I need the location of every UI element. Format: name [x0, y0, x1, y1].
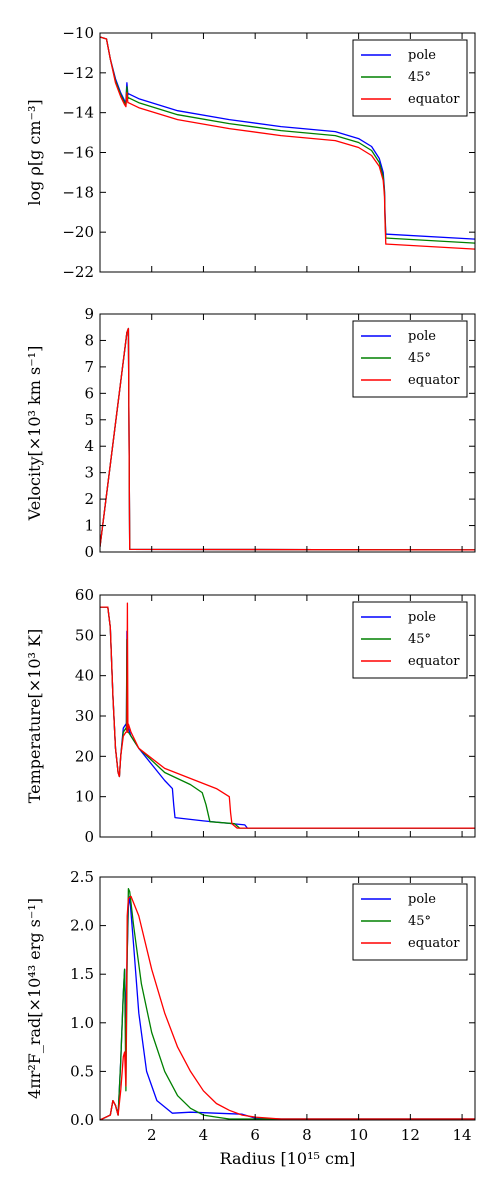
velocity-ytick-label: 6	[84, 384, 94, 402]
luminosity-ytick-label: 2.0	[70, 917, 94, 935]
luminosity-legend-label-1: 45°	[408, 914, 431, 929]
temperature-series-group	[100, 602, 475, 829]
velocity-ytick-label: 4	[84, 437, 94, 455]
luminosity-ytick-label: 0.0	[70, 1111, 94, 1129]
luminosity-series-2	[100, 895, 475, 1120]
luminosity-legend-box	[352, 883, 468, 961]
density-ytick-label: −20	[62, 223, 94, 241]
temperature-ytick-label: 20	[75, 747, 94, 765]
temperature-ytick-label: 50	[75, 626, 94, 644]
luminosity-ytick-label: 0.5	[70, 1062, 94, 1080]
velocity-ytick-label: 9	[84, 305, 94, 323]
velocity-ytick-label: 3	[84, 464, 94, 482]
velocity-series-group	[100, 327, 475, 551]
temperature-legend-label-1: 45°	[408, 632, 431, 647]
density-legend: pole 45° equator	[352, 39, 468, 117]
luminosity-ytick-label: 1.0	[70, 1014, 94, 1032]
velocity-ytick-label: 5	[84, 411, 94, 429]
luminosity-series-group	[100, 888, 475, 1120]
luminosity-xtick-label: 6	[250, 1126, 260, 1144]
density-legend-label-1: 45°	[408, 70, 431, 85]
luminosity-legend-label-0: pole	[408, 892, 436, 907]
density-ytick-label: −18	[62, 183, 94, 201]
velocity-ytick-label: 2	[84, 490, 94, 508]
velocity-ylabel: Velocity[×10³ km s⁻¹]	[25, 346, 44, 522]
velocity-series-2	[100, 327, 475, 551]
luminosity-xtick-label: 8	[302, 1126, 312, 1144]
temperature-ytick-label: 0	[84, 828, 94, 846]
luminosity-xtick-label: 4	[199, 1126, 209, 1144]
density-legend-box	[352, 39, 468, 117]
density-ytick-label: −16	[62, 144, 94, 162]
velocity-legend-box	[352, 320, 468, 398]
luminosity-xtick-label: 12	[401, 1126, 420, 1144]
luminosity-ytick-label: 1.5	[70, 965, 94, 983]
density-series-2	[100, 36, 475, 250]
luminosity-xlabel: Radius [10¹⁵ cm]	[220, 1149, 356, 1168]
temperature-legend: pole 45° equator	[352, 601, 468, 679]
luminosity-ytick-label: 2.5	[70, 868, 94, 886]
density-legend-label-0: pole	[408, 48, 436, 63]
velocity-ytick-label: 8	[84, 331, 94, 349]
velocity-legend-label-0: pole	[408, 329, 436, 344]
luminosity-legend-label-2: equator	[408, 936, 460, 951]
temperature-series-2	[100, 602, 475, 829]
temperature-legend-label-2: equator	[408, 654, 460, 669]
temperature-ytick-label: 10	[75, 788, 94, 806]
velocity-legend-label-1: 45°	[408, 351, 431, 366]
panel-temperature: 0 10 20 30 40 50 60 Temperature[×10³ K] pole 45° e…	[25, 586, 476, 846]
velocity-ytick-label: 0	[84, 543, 94, 561]
luminosity-xtick-label: 14	[453, 1126, 472, 1144]
temperature-legend-label-0: pole	[408, 610, 436, 625]
panel-luminosity: 2 4 6 8 10 12 14 0.0 0.5 1.0 1.5 2.0 2.5 4πr²F_rad[×1…	[25, 868, 476, 1168]
density-series-group	[100, 36, 475, 250]
luminosity-xtick-label: 2	[147, 1126, 157, 1144]
density-ytick-label: −22	[62, 263, 94, 281]
density-ytick-label: −12	[62, 64, 94, 82]
density-ylabel: log ρ[g cm⁻³]	[25, 99, 44, 205]
luminosity-ylabel: 4πr²F_rad[×10⁴³ erg s⁻¹]	[25, 898, 44, 1099]
temperature-ytick-label: 40	[75, 667, 94, 685]
temperature-ylabel: Temperature[×10³ K]	[25, 629, 44, 804]
panel-density: −22 −20 −18 −16 −14 −12 −10 log ρ[g cm⁻³] pole 45…	[25, 24, 476, 281]
temperature-ytick-label: 30	[75, 707, 94, 725]
temperature-ytick-label: 60	[75, 586, 94, 604]
density-ytick-label: −14	[62, 104, 94, 122]
velocity-ytick-label: 1	[84, 517, 94, 535]
temperature-legend-box	[352, 601, 468, 679]
velocity-legend-label-2: equator	[408, 373, 460, 388]
density-ytick-label: −10	[62, 24, 94, 42]
panel-velocity: 0 1 2 3 4 5 6 7 8 9 Velocity[×10³ km s⁻¹] pole 45° eq…	[25, 305, 476, 561]
luminosity-legend: pole 45° equator	[352, 883, 468, 961]
velocity-legend: pole 45° equator	[352, 320, 468, 398]
density-legend-label-2: equator	[408, 92, 460, 107]
velocity-axes-frame	[99, 313, 476, 553]
luminosity-xtick-label: 10	[349, 1126, 368, 1144]
velocity-ytick-label: 7	[84, 358, 94, 376]
luminosity-axes-frame	[99, 876, 476, 1121]
